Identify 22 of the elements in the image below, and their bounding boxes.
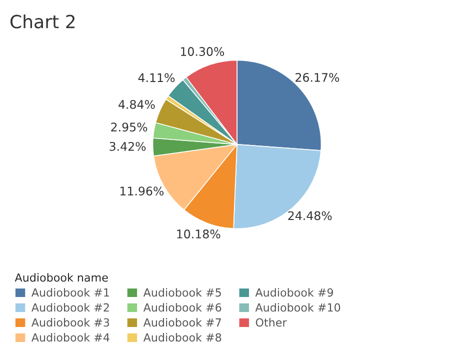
legend-label: Audiobook #10 (255, 303, 340, 312)
legend-label: Other (256, 318, 287, 327)
legend-title: Audiobook name (14, 273, 108, 282)
legend-label: Audiobook #2 (31, 303, 109, 312)
data-label: 11.96% (120, 186, 164, 196)
data-label: 2.95% (111, 122, 148, 132)
data-label: 4.84% (118, 100, 155, 109)
data-label: 26.17% (296, 72, 340, 82)
chart-title: Chart 2 (10, 14, 75, 28)
data-label: 24.48% (288, 211, 332, 220)
legend-label: Audiobook #8 (143, 333, 222, 342)
data-label: 10.18% (177, 230, 220, 238)
legend-label: Audiobook #1 (31, 288, 109, 297)
legend-label: Audiobook #3 (31, 318, 110, 327)
legend-label: Audiobook #9 (255, 288, 334, 297)
legend-label: Audiobook #6 (143, 303, 222, 312)
legend-label: Audiobook #5 (143, 288, 221, 297)
data-label: 10.30% (180, 47, 224, 56)
legend-label: Audiobook #4 (31, 333, 110, 342)
legend-label: Audiobook #7 (143, 318, 221, 327)
data-label: 4.11% (138, 73, 175, 82)
data-label: 3.42% (110, 142, 146, 151)
